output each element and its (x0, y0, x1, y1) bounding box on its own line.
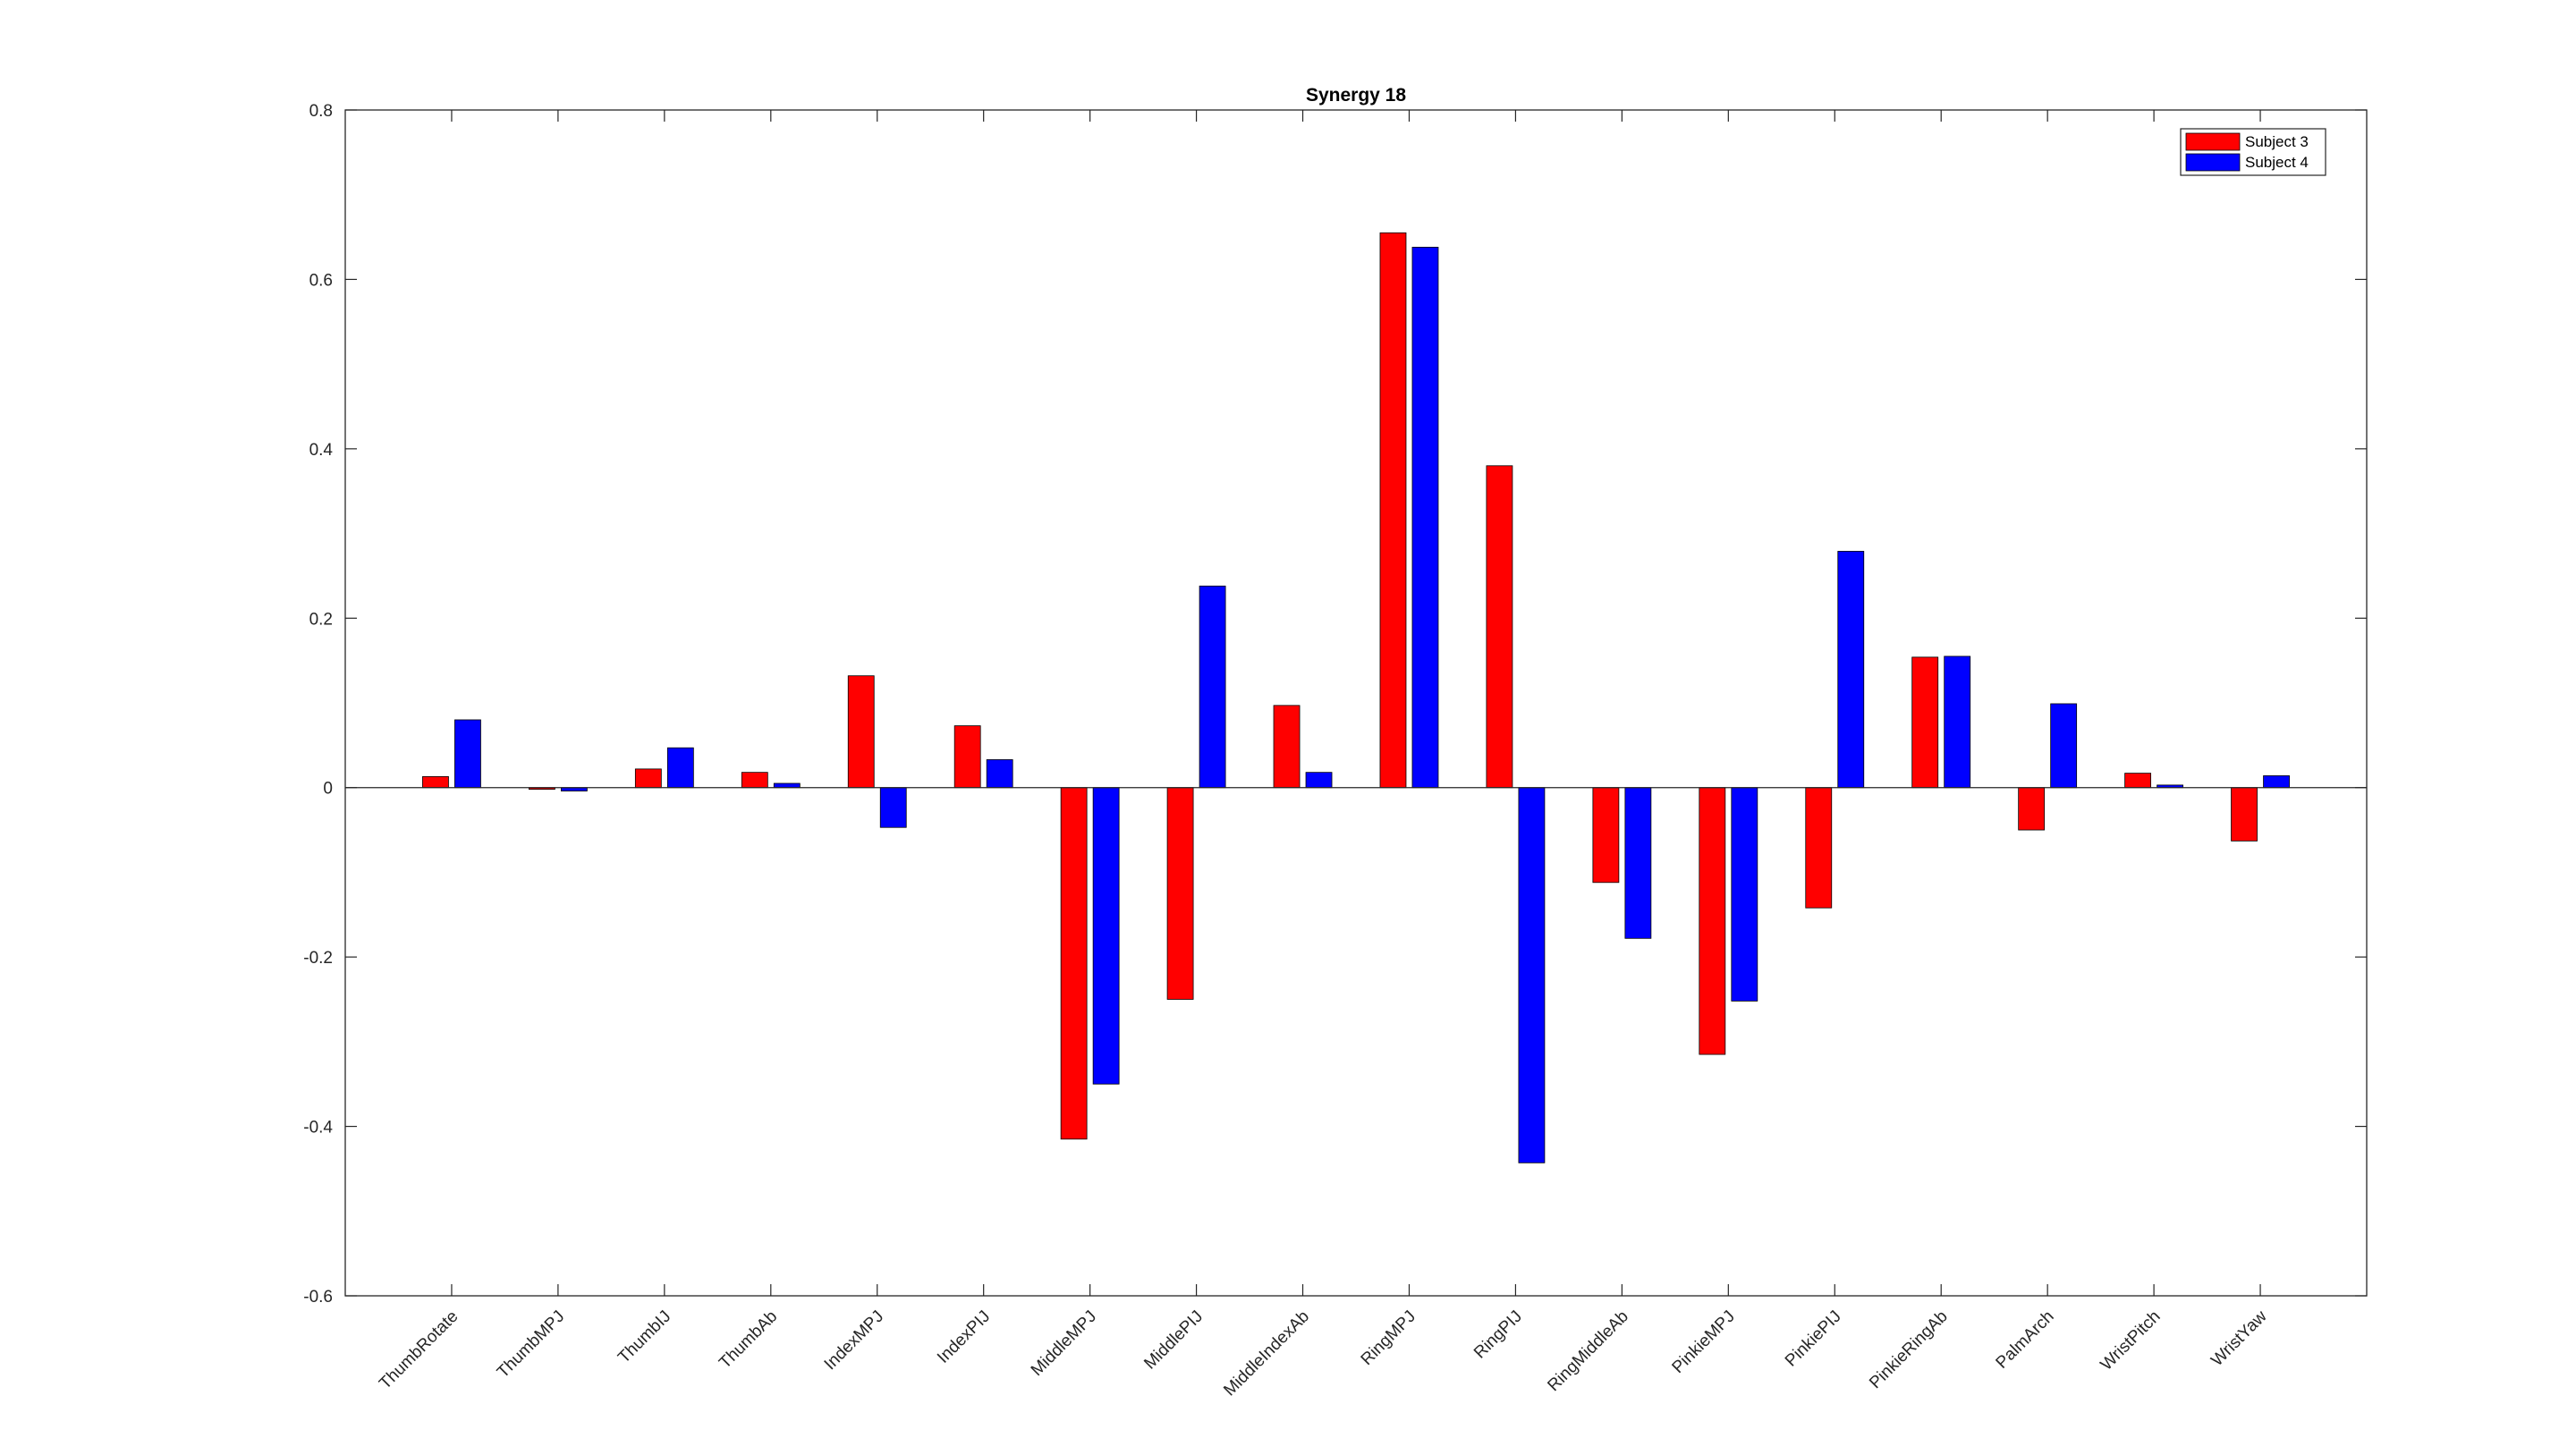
bar-subject-3-thumbij (634, 768, 662, 789)
plot-area (345, 110, 2367, 1296)
bar-subject-3-ringmpj (1379, 232, 1407, 789)
y-tick-label: 0 (323, 780, 333, 799)
legend: Subject 3 Subject 4 (2180, 128, 2326, 176)
bars-layer (422, 232, 2290, 1163)
bar-subject-4-thumbab (773, 782, 801, 789)
bar-subject-4-pinkiepij (1837, 551, 1865, 789)
bar-subject-4-ringmpj (1411, 247, 1439, 789)
bar-subject-4-ringmiddleab (1624, 787, 1652, 939)
legend-label-subject-3: Subject 3 (2245, 133, 2309, 150)
bar-subject-4-palmarch (2050, 703, 2078, 789)
bar-subject-3-pinkiempj (1699, 787, 1726, 1055)
bar-subject-4-wristyaw (2263, 775, 2290, 789)
y-tick-label: 0.4 (309, 441, 334, 460)
y-tick-label: -0.6 (303, 1288, 333, 1307)
bar-subject-3-middleindexab (1273, 705, 1301, 789)
bar-subject-3-wristpitch (2124, 773, 2152, 789)
bar-subject-3-ringpij (1486, 465, 1513, 789)
bar-subject-3-indexmpj (847, 675, 875, 789)
bar-subject-3-pinkiepij (1805, 787, 1833, 909)
bar-subject-4-middlepij (1199, 585, 1226, 789)
bar-subject-3-thumbrotate (422, 776, 449, 789)
bar-subject-3-pinkieringab (1911, 656, 1939, 789)
bar-subject-3-middlempj (1060, 787, 1088, 1140)
bar-subject-3-palmarch (2018, 787, 2046, 831)
y-tick-label: 0.6 (309, 271, 333, 290)
legend-swatch-subject-4 (2185, 153, 2241, 172)
bar-subject-3-middlepij (1166, 787, 1194, 1000)
bar-subject-3-thumbab (741, 772, 768, 789)
bar-subject-4-thumbrotate (454, 719, 481, 789)
chart-title: Synergy 18 (1306, 85, 1406, 106)
bar-subject-4-indexmpj (879, 787, 907, 828)
bar-subject-4-ringpij (1518, 787, 1546, 1163)
y-tick-label: -0.2 (303, 949, 333, 968)
bar-subject-3-wristyaw (2231, 787, 2258, 842)
bar-subject-4-thumbij (666, 747, 694, 789)
y-tick-label: 0.2 (309, 610, 333, 629)
bar-subject-4-middlempj (1092, 787, 1120, 1085)
bar-subject-4-middleindexab (1305, 772, 1333, 789)
bar-subject-4-pinkiempj (1731, 787, 1758, 1002)
bar-subject-3-indexpij (953, 725, 981, 789)
y-tick-label: -0.4 (303, 1119, 333, 1138)
bar-subject-4-pinkieringab (1944, 656, 1971, 789)
bar-subject-3-ringmiddleab (1592, 787, 1620, 884)
legend-swatch-subject-3 (2185, 132, 2241, 151)
y-tick-label: 0.8 (309, 102, 333, 121)
legend-label-subject-4: Subject 4 (2245, 154, 2309, 171)
bar-subject-4-indexpij (986, 759, 1013, 789)
plot-frame (344, 109, 2368, 1297)
